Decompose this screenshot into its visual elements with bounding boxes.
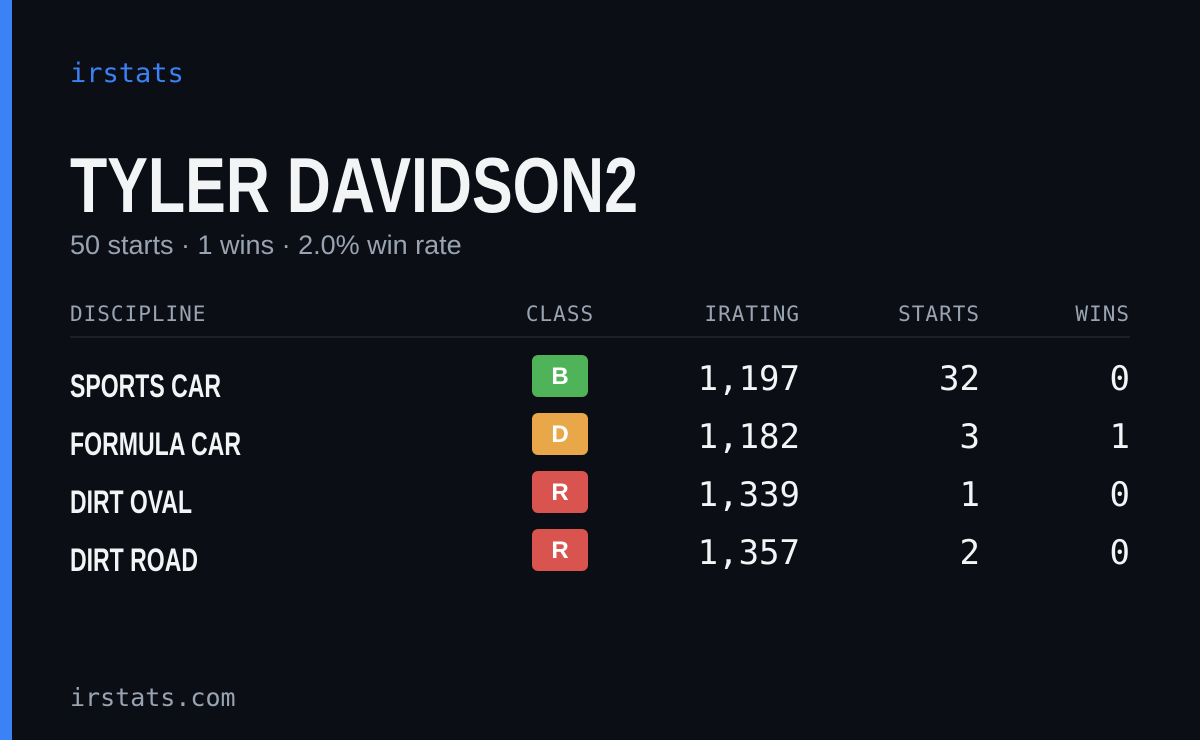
column-header: WINS [1075,302,1130,326]
irating: 1,197 [698,359,800,399]
irating: 1,339 [698,475,800,515]
column-header: STARTS [898,302,980,326]
class-letter: R [551,537,568,564]
wins: 0 [1110,475,1130,515]
discipline: FORMULA CAR [70,426,241,462]
discipline: SPORTS CAR [70,368,221,404]
player-summary: 50 starts · 1 wins · 2.0% win rate [70,230,462,260]
class-badge [532,355,588,397]
player-name: TYLER DAVIDSON2 [70,141,638,229]
class-badge [532,529,588,571]
class-badge [532,471,588,513]
column-header: CLASS [526,302,594,326]
footer: irstats.com [70,683,236,712]
class-badge [532,413,588,455]
starts: 1 [960,475,980,515]
table: DISCIPLINE CLASS IRATING STARTS WINS SPORTS C… [70,302,1130,578]
brand: irstats [70,58,184,89]
discipline: DIRT OVAL [70,484,192,520]
class-letter: R [551,479,568,506]
column-header: DISCIPLINE [70,302,206,326]
starts: 3 [960,417,980,457]
starts: 32 [939,359,980,399]
column-header: IRATING [704,302,800,326]
wins: 0 [1110,359,1130,399]
discipline: DIRT ROAD [70,542,198,578]
irating: 1,357 [698,533,800,573]
wins: 1 [1110,417,1130,457]
starts: 2 [960,533,980,573]
wins: 0 [1110,533,1130,573]
class-letter: D [551,421,568,448]
accent-bar [0,0,12,740]
irating: 1,182 [698,417,800,457]
class-letter: B [551,363,568,390]
